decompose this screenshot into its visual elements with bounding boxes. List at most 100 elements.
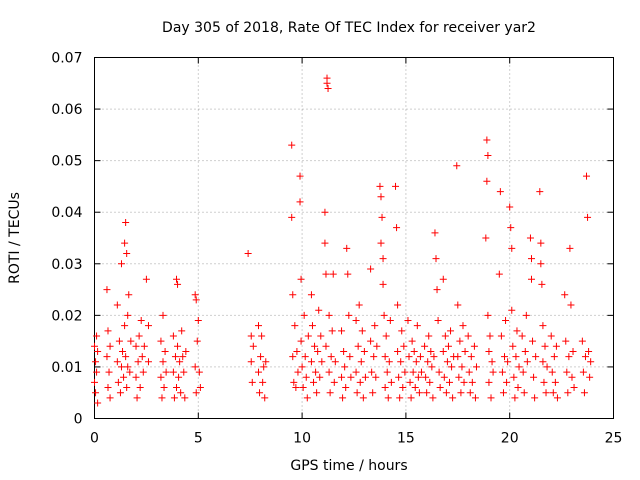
data-point (587, 358, 595, 366)
data-point (93, 368, 101, 376)
data-point (432, 255, 440, 263)
data-point (537, 239, 545, 247)
data-point (579, 368, 587, 376)
data-point (496, 188, 504, 196)
data-point (563, 368, 571, 376)
data-point (173, 384, 181, 392)
data-point (371, 322, 379, 330)
data-point (258, 332, 266, 340)
data-point (392, 182, 400, 190)
data-point (125, 291, 133, 299)
data-point (408, 337, 416, 345)
data-point (428, 363, 436, 371)
data-point (106, 342, 114, 350)
data-point (304, 332, 312, 340)
plot-frame (94, 57, 614, 419)
data-point (385, 358, 393, 366)
data-point (196, 384, 204, 392)
data-point (467, 353, 475, 361)
data-point (105, 368, 113, 376)
data-point (527, 255, 535, 263)
data-point (345, 311, 353, 319)
data-point (485, 347, 493, 355)
y-tick-label: 0.06 (51, 102, 82, 118)
data-point (549, 389, 557, 397)
data-point (157, 373, 165, 381)
data-point (344, 270, 352, 278)
data-point (182, 347, 190, 355)
data-point (581, 353, 589, 361)
data-point (498, 368, 506, 376)
data-point (94, 347, 102, 355)
data-point (338, 327, 346, 335)
data-point (136, 384, 144, 392)
data-point (424, 358, 432, 366)
data-point (461, 347, 469, 355)
data-point (257, 353, 265, 361)
data-point (580, 389, 588, 397)
data-point (439, 347, 447, 355)
data-point (460, 378, 468, 386)
data-point (121, 322, 129, 330)
data-point (91, 342, 98, 350)
x-axis-label: GPS time / hours (290, 458, 407, 474)
axis-ticks: 0 5 10 15 20 25 0 0.01 0.02 0.03 0.04 0.05 0.06 0.07 (51, 51, 622, 447)
data-point (540, 378, 548, 386)
data-point (323, 79, 331, 87)
data-point (541, 342, 549, 350)
data-point (289, 291, 297, 299)
data-point (384, 394, 392, 402)
data-point (527, 275, 535, 283)
data-point (171, 353, 179, 361)
data-point (292, 384, 300, 392)
data-point (414, 373, 422, 381)
data-point (327, 353, 335, 361)
data-point (396, 394, 404, 402)
data-point (311, 342, 319, 350)
data-point (586, 373, 594, 381)
data-point (503, 378, 511, 386)
data-point (134, 358, 142, 366)
data-point (144, 358, 152, 366)
data-point (358, 327, 366, 335)
data-point (483, 177, 491, 185)
data-point (180, 368, 188, 376)
data-point (486, 332, 494, 340)
data-point (123, 249, 131, 257)
data-point (179, 353, 187, 361)
data-point (526, 234, 534, 242)
data-point (297, 275, 305, 283)
data-point (489, 368, 497, 376)
data-point (137, 317, 145, 325)
data-point (367, 337, 375, 345)
data-point (119, 347, 127, 355)
data-point (255, 322, 263, 330)
data-point (303, 394, 311, 402)
data-point (394, 301, 402, 309)
data-point (307, 291, 315, 299)
data-point (514, 384, 522, 392)
data-point (436, 384, 444, 392)
data-point (376, 182, 384, 190)
data-point (561, 291, 569, 299)
data-point (122, 219, 130, 227)
data-point (567, 301, 575, 309)
data-point (328, 327, 336, 335)
data-point (123, 384, 131, 392)
data-point (142, 275, 150, 283)
data-point (144, 322, 152, 330)
data-point (373, 342, 381, 350)
data-point (409, 368, 417, 376)
data-point (400, 342, 408, 350)
data-point (522, 311, 530, 319)
data-point (338, 373, 346, 381)
data-point (313, 389, 321, 397)
data-point (255, 368, 263, 376)
data-point (370, 353, 378, 361)
data-point (445, 378, 453, 386)
data-point (159, 311, 167, 319)
y-tick-label: 0 (74, 412, 83, 428)
data-point (531, 394, 539, 402)
data-point (347, 373, 355, 381)
data-point (170, 394, 178, 402)
